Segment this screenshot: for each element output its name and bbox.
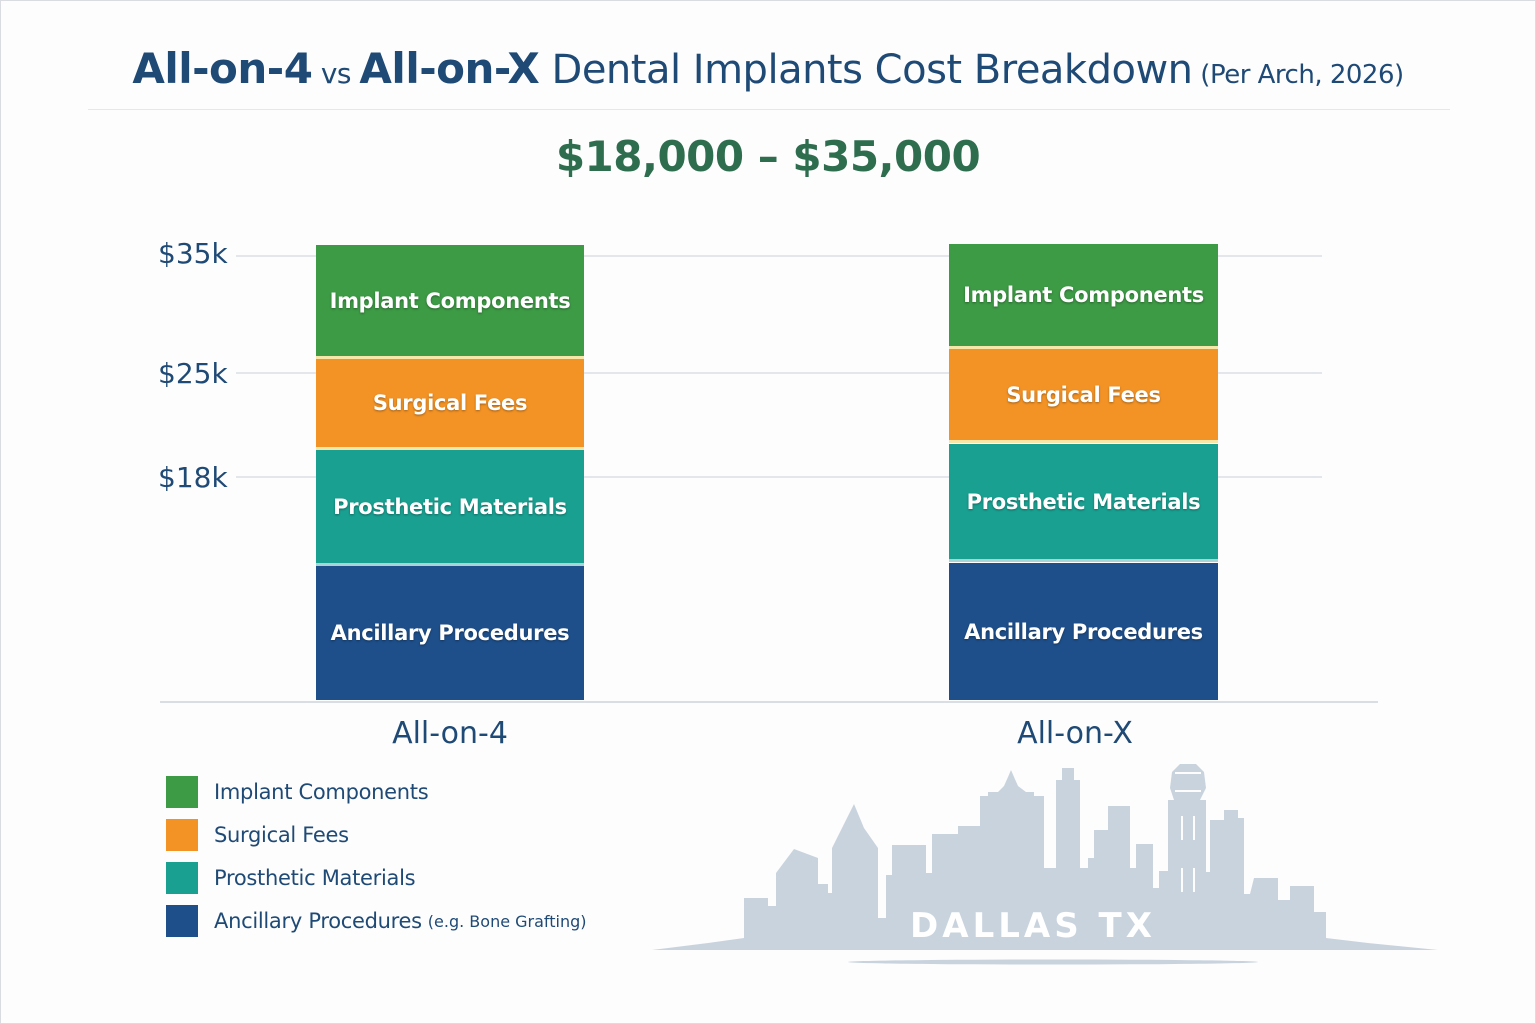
title-main: Dental Implants Cost Breakdown bbox=[539, 47, 1194, 93]
title-all-on-4: All-on-4 bbox=[132, 44, 313, 93]
segment-label: Implant Components bbox=[329, 288, 571, 313]
gridline-18k bbox=[236, 476, 1322, 478]
segment-ancillary-procedures: Ancillary Procedures bbox=[949, 563, 1218, 700]
title-vs: vs bbox=[312, 57, 360, 90]
legend-swatch-green bbox=[166, 776, 198, 808]
legend-swatch-orange bbox=[166, 819, 198, 851]
y-tick-18k: $18k bbox=[158, 461, 228, 494]
legend-item-ancillary-procedures: Ancillary Procedures (e.g. Bone Grafting… bbox=[166, 905, 587, 937]
segment-label: Implant Components bbox=[963, 283, 1204, 307]
y-tick-25k: $25k bbox=[158, 357, 228, 390]
segment-prosthetic-materials: Prosthetic Materials bbox=[949, 444, 1218, 562]
legend-label: Surgical Fees bbox=[214, 823, 349, 847]
price-range: $18,000 – $35,000 bbox=[555, 132, 981, 181]
legend-label: Prosthetic Materials bbox=[214, 866, 416, 890]
legend-item-implant-components: Implant Components bbox=[166, 776, 429, 808]
segment-label: Prosthetic Materials bbox=[333, 494, 567, 519]
segment-prosthetic-materials: Prosthetic Materials bbox=[316, 450, 584, 566]
segment-label: Prosthetic Materials bbox=[966, 489, 1201, 514]
bar-all-on-x: Implant Components Surgical Fees Prosthe… bbox=[949, 244, 1218, 700]
title-divider bbox=[88, 109, 1450, 110]
x-axis-baseline bbox=[160, 701, 1378, 703]
dallas-skyline-icon bbox=[652, 764, 1438, 965]
segment-label: Ancillary Procedures bbox=[330, 621, 570, 645]
legend-swatch-teal bbox=[166, 862, 198, 894]
chart-title: All-on-4 vs All-on-X Dental Implants Cos… bbox=[0, 44, 1536, 93]
legend-swatch-blue bbox=[166, 905, 198, 937]
legend-note: (e.g. Bone Grafting) bbox=[427, 911, 587, 931]
segment-implant-components: Implant Components bbox=[316, 245, 584, 359]
legend-label: Implant Components bbox=[214, 780, 429, 804]
segment-label: Surgical Fees bbox=[1006, 382, 1161, 407]
gridline-25k bbox=[236, 372, 1322, 374]
legend-label: Ancillary Procedures bbox=[214, 909, 422, 933]
legend-item-surgical-fees: Surgical Fees bbox=[166, 819, 349, 851]
segment-surgical-fees: Surgical Fees bbox=[949, 349, 1218, 443]
bar-all-on-4: Implant Components Surgical Fees Prosthe… bbox=[316, 245, 584, 700]
segment-ancillary-procedures: Ancillary Procedures bbox=[316, 566, 584, 700]
dallas-watermark-text: DALLAS TX bbox=[910, 906, 1156, 946]
title-suffix: (Per Arch, 2026) bbox=[1192, 60, 1404, 90]
segment-label: Ancillary Procedures bbox=[964, 619, 1203, 644]
segment-label: Surgical Fees bbox=[372, 391, 528, 415]
title-all-on-x: All-on-X bbox=[359, 44, 540, 93]
x-label-all-on-4: All-on-4 bbox=[392, 716, 508, 751]
segment-surgical-fees: Surgical Fees bbox=[316, 359, 584, 450]
y-tick-35k: $35k bbox=[158, 237, 228, 270]
legend-item-prosthetic-materials: Prosthetic Materials bbox=[166, 862, 416, 894]
gridline-35k bbox=[236, 255, 1322, 257]
x-label-all-on-x: All-on-X bbox=[1017, 716, 1133, 751]
segment-implant-components: Implant Components bbox=[949, 244, 1218, 349]
